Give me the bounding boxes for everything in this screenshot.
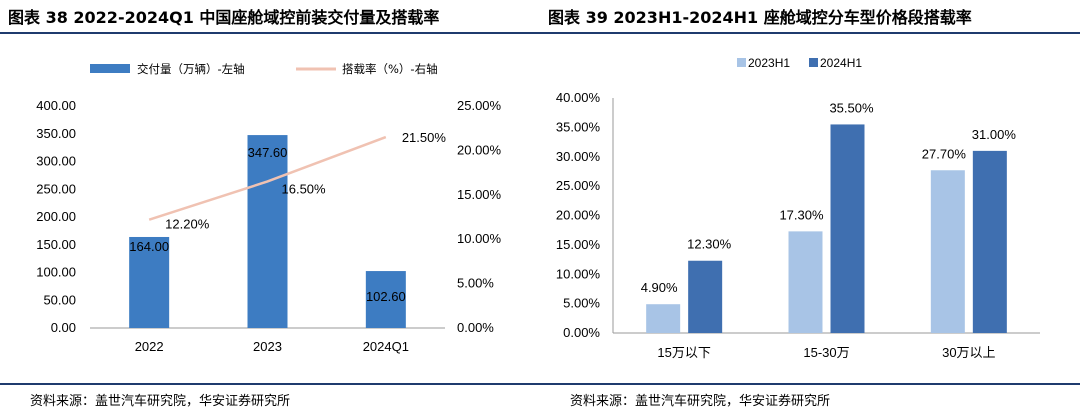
right-chart-title: 图表 39 2023H1-2024H1 座舱域控分车型价格段搭载率 xyxy=(548,8,972,27)
bar-delivery xyxy=(247,135,288,328)
y-axis-tick-label: 10.00% xyxy=(556,266,601,281)
left-title-rule xyxy=(0,32,540,34)
left-axis-tick-label: 400.00 xyxy=(36,98,76,113)
bar-data-label: 102.60 xyxy=(366,289,406,304)
y-axis-tick-label: 30.00% xyxy=(556,149,601,164)
left-axis-tick-label: 300.00 xyxy=(36,154,76,169)
y-axis-tick-label: 20.00% xyxy=(556,208,601,223)
left-axis-tick-label: 150.00 xyxy=(36,237,76,252)
right-source-note: 资料来源：盖世汽车研究院，华安证券研究所 xyxy=(570,394,831,409)
bar-data-label: 17.30% xyxy=(779,207,824,222)
right-chart-svg: 0.00% 5.00% 10.00% 15.00% 20.00% 25.00% 30.00%… xyxy=(556,56,1040,360)
bar-data-label: 347.60 xyxy=(248,145,288,160)
bar-data-label: 27.70% xyxy=(922,146,967,161)
legend-swatch-2023h1 xyxy=(737,58,746,67)
bar-data-label: 31.00% xyxy=(972,127,1017,142)
legend-swatch-delivery xyxy=(90,64,130,73)
y-axis-tick-label: 35.00% xyxy=(556,119,601,134)
left-axis-tick-label: 350.00 xyxy=(36,126,76,141)
left-chart-panel: 图表 38 2022-2024Q1 中国座舱域控前装交付量及搭载率 0.00 50… xyxy=(0,8,540,409)
bar-data-label: 4.90% xyxy=(641,280,678,295)
x-axis-category-label: 2023 xyxy=(253,339,282,354)
left-source-rule xyxy=(0,383,540,385)
left-axis-tick-label: 200.00 xyxy=(36,209,76,224)
right-axis-tick-label: 0.00% xyxy=(457,320,494,335)
bar-delivery xyxy=(365,271,406,328)
left-source-note: 资料来源：盖世汽车研究院，华安证券研究所 xyxy=(30,394,291,409)
left-chart-svg: 0.00 50.00 100.00 150.00 200.00 250.00 300.00 3… xyxy=(36,62,502,354)
right-axis-tick-label: 5.00% xyxy=(457,276,494,291)
line-penetration-rate xyxy=(148,135,387,221)
x-axis-category-label: 30万以上 xyxy=(942,345,995,360)
y-axis-tick-label: 15.00% xyxy=(556,237,601,252)
right-axis-tick-label: 10.00% xyxy=(457,231,502,246)
left-axis-tick-label: 100.00 xyxy=(36,265,76,280)
right-axis-tick-label: 25.00% xyxy=(457,98,502,113)
legend-swatch-2024h1 xyxy=(809,58,818,67)
right-chart-panel: 图表 39 2023H1-2024H1 座舱域控分车型价格段搭载率 0.00% 5… xyxy=(540,0,1080,417)
y-axis-tick-label: 25.00% xyxy=(556,178,601,193)
bar-2023h1 xyxy=(788,231,823,333)
bar-2023h1 xyxy=(646,304,681,333)
bar-data-label: 35.50% xyxy=(829,100,874,115)
line-data-label: 21.50% xyxy=(402,130,447,145)
x-axis-category-label: 15-30万 xyxy=(803,345,849,360)
legend-label-rate: 搭载率（%）-右轴 xyxy=(342,62,438,76)
y-axis-tick-label: 0.00% xyxy=(563,325,600,340)
left-axis-tick-label: 250.00 xyxy=(36,181,76,196)
right-axis-tick-label: 20.00% xyxy=(457,142,502,157)
right-title-rule xyxy=(540,32,1080,34)
right-axis-tick-label: 15.00% xyxy=(457,187,502,202)
bar-2023h1 xyxy=(930,170,965,333)
line-data-label: 16.50% xyxy=(282,181,327,196)
x-axis-category-label: 15万以下 xyxy=(657,345,710,360)
bar-data-label: 164.00 xyxy=(129,239,169,254)
legend-label-delivery: 交付量（万辆）-左轴 xyxy=(137,62,245,76)
left-axis-tick-label: 0.00 xyxy=(51,320,76,335)
left-axis-tick-label: 50.00 xyxy=(43,292,76,307)
y-axis-tick-label: 5.00% xyxy=(563,296,600,311)
y-axis-tick-label: 40.00% xyxy=(556,90,601,105)
legend-label-2024h1: 2024H1 xyxy=(820,56,862,70)
legend-label-2023h1: 2023H1 xyxy=(748,56,790,70)
bar-data-label: 12.30% xyxy=(687,237,732,252)
x-axis-category-label: 2024Q1 xyxy=(363,339,409,354)
bar-2024h1 xyxy=(688,260,723,333)
left-chart-title: 图表 38 2022-2024Q1 中国座舱域控前装交付量及搭载率 xyxy=(8,8,440,27)
line-data-label: 12.20% xyxy=(165,217,210,232)
bar-2024h1 xyxy=(830,124,865,333)
right-source-rule xyxy=(540,383,1080,385)
x-axis-category-label: 2022 xyxy=(135,339,164,354)
bar-2024h1 xyxy=(972,150,1007,333)
bar-delivery xyxy=(129,236,170,328)
